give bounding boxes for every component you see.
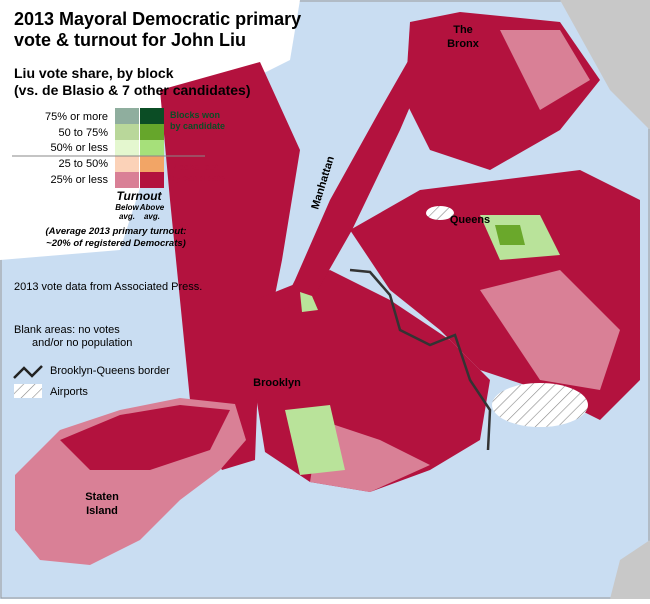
column-label: avg. — [119, 212, 135, 221]
place-label: Staten — [85, 491, 119, 503]
turnout-label: Turnout — [116, 189, 162, 203]
legend-heading: (vs. de Blasio & 7 other candidates) — [14, 82, 251, 98]
column-label: Below — [115, 203, 139, 212]
swatch — [115, 140, 139, 156]
won-label: by candidate — [170, 121, 225, 131]
swatch — [140, 156, 164, 172]
queens-green-dark — [495, 225, 525, 245]
legend-row: 25% or less — [51, 174, 109, 186]
place-label: Island — [86, 505, 118, 517]
legend-heading: Liu vote share, by block — [14, 65, 174, 81]
swatch — [115, 124, 139, 140]
swatch — [115, 108, 139, 124]
column-label: avg. — [144, 212, 160, 221]
won-label: Blocks won — [170, 110, 220, 120]
queens-east — [480, 270, 620, 390]
nj-land — [160, 62, 300, 470]
swatch — [115, 172, 139, 188]
outer-land — [560, 0, 650, 130]
airport-note: Airports — [50, 386, 88, 398]
airport-lga — [426, 206, 454, 220]
place-label: Brooklyn — [253, 377, 301, 389]
legend: 2013 Mayoral Democratic primary vote & t… — [12, 9, 301, 249]
lost-label: Blocks lost — [170, 162, 218, 172]
blank-note: Blank areas: no votes — [14, 324, 120, 336]
turnout-note: (Average 2013 primary turnout: — [46, 226, 187, 237]
place-label: Queens — [450, 214, 490, 226]
staten-island-north — [60, 405, 230, 470]
column-label: Above — [139, 203, 165, 212]
airport-jfk — [492, 383, 588, 427]
legend-row: 50% or less — [51, 142, 109, 154]
legend-row: 75% or more — [45, 111, 108, 123]
border-key — [13, 365, 43, 379]
turnout-note: ~20% of registered Democrats) — [46, 238, 186, 249]
outer-land — [610, 540, 650, 599]
manhattan-green — [300, 292, 318, 312]
borough-border — [349, 268, 492, 451]
title: vote & turnout for John Liu — [14, 30, 246, 50]
bronx-east — [500, 30, 590, 110]
brooklyn-green — [285, 405, 345, 475]
swatch — [140, 124, 164, 140]
legend-row: 25 to 50% — [58, 158, 108, 170]
swatch — [140, 140, 164, 156]
manhattan — [280, 40, 436, 310]
title: 2013 Mayoral Democratic primary — [14, 9, 301, 29]
place-label: The — [453, 24, 473, 36]
brooklyn-south — [310, 420, 430, 492]
legend-row: 50 to 75% — [58, 127, 108, 139]
source-note: 2013 vote data from Associated Press. — [14, 281, 202, 293]
blank-note: and/or no population — [32, 337, 132, 349]
swatch — [140, 172, 164, 188]
lost-label: by candidate — [170, 173, 225, 183]
border-note: Brooklyn-Queens border — [50, 365, 170, 377]
swatch — [115, 156, 139, 172]
airport-key — [14, 384, 42, 398]
swatch — [140, 108, 164, 124]
place-label: Bronx — [447, 38, 480, 50]
